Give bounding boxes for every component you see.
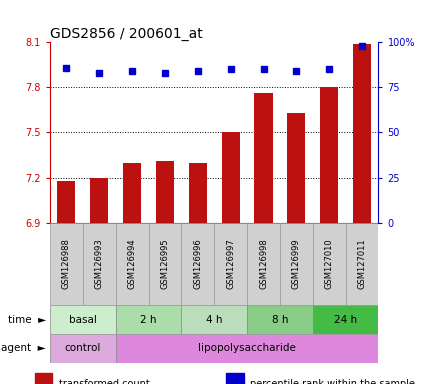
Bar	[50, 334, 115, 363]
Text: GSM126998: GSM126998	[258, 238, 267, 290]
Bar	[50, 305, 115, 334]
Text: transformed count: transformed count	[59, 379, 149, 384]
Bar	[123, 162, 141, 223]
Text: GSM127010: GSM127010	[324, 239, 333, 289]
Bar	[247, 223, 279, 305]
Text: 4 h: 4 h	[206, 314, 222, 325]
Text: 8 h: 8 h	[271, 314, 287, 325]
Bar	[345, 223, 378, 305]
Text: control: control	[65, 343, 101, 354]
Text: GSM126993: GSM126993	[95, 238, 104, 290]
Bar	[286, 113, 305, 223]
Bar	[312, 223, 345, 305]
Text: GSM126994: GSM126994	[127, 239, 136, 289]
Bar	[50, 223, 82, 305]
Bar	[115, 334, 378, 363]
Text: agent  ►: agent ►	[1, 343, 46, 354]
Bar	[221, 132, 239, 223]
Text: GSM127011: GSM127011	[357, 239, 366, 289]
Bar	[115, 305, 181, 334]
Bar	[148, 223, 181, 305]
Bar	[181, 305, 247, 334]
Text: GSM126988: GSM126988	[62, 238, 71, 290]
Bar	[82, 223, 115, 305]
Bar	[214, 223, 247, 305]
Bar	[155, 161, 174, 223]
Bar	[319, 88, 338, 223]
Bar	[352, 44, 370, 223]
Bar	[279, 223, 312, 305]
Bar	[254, 93, 272, 223]
Bar	[57, 180, 76, 223]
Text: GSM126999: GSM126999	[291, 239, 300, 289]
Bar	[188, 162, 207, 223]
Bar	[35, 373, 52, 384]
Text: GSM126996: GSM126996	[193, 238, 202, 290]
Text: 2 h: 2 h	[140, 314, 156, 325]
Text: time  ►: time ►	[7, 314, 46, 325]
Text: percentile rank within the sample: percentile rank within the sample	[250, 379, 414, 384]
Text: GDS2856 / 200601_at: GDS2856 / 200601_at	[50, 27, 202, 41]
Bar	[181, 223, 214, 305]
Text: 24 h: 24 h	[333, 314, 356, 325]
Bar	[226, 373, 243, 384]
Text: GSM126997: GSM126997	[226, 238, 235, 290]
Text: GSM126995: GSM126995	[160, 239, 169, 289]
Text: lipopolysaccharide: lipopolysaccharide	[197, 343, 295, 354]
Text: basal: basal	[69, 314, 97, 325]
Bar	[90, 178, 108, 223]
Bar	[115, 223, 148, 305]
Bar	[247, 305, 312, 334]
Bar	[312, 305, 378, 334]
